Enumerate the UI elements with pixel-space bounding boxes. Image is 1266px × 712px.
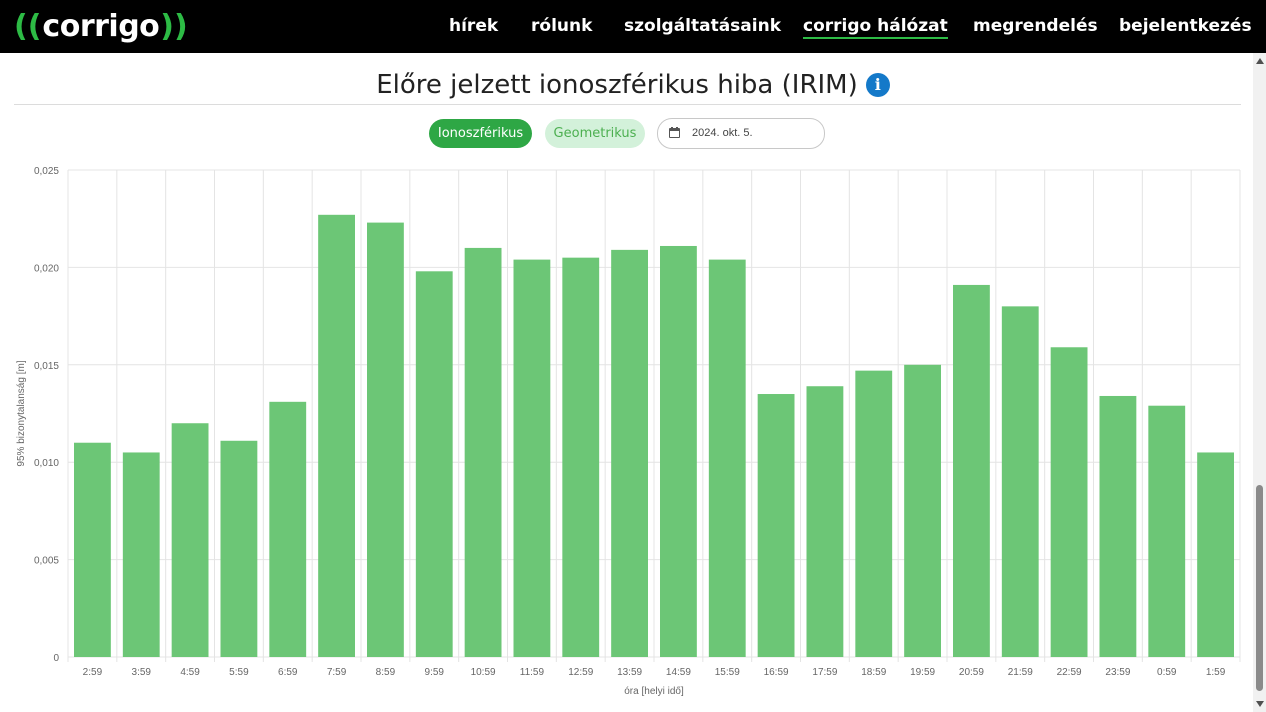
chart-bar <box>1148 405 1186 657</box>
x-tick-label: 1:59 <box>1206 667 1226 678</box>
x-tick-label: 23:59 <box>1105 667 1130 678</box>
chart-bar <box>904 364 941 657</box>
x-tick-label: 6:59 <box>278 667 298 678</box>
chart-bar <box>708 259 746 657</box>
chart-bar <box>611 249 648 658</box>
chart-bar <box>513 259 551 657</box>
chart-bar <box>855 370 893 657</box>
scroll-up-icon[interactable] <box>1256 58 1264 64</box>
chart-bar <box>464 247 502 658</box>
nav-item-services[interactable]: szolgáltatásaink <box>624 16 782 36</box>
y-tick-label: 0,015 <box>34 361 59 372</box>
chart-bar <box>562 257 600 657</box>
top-navbar: (( corrigo )) hírek rólunk szolgáltatása… <box>0 0 1266 53</box>
chart-bar <box>367 222 404 657</box>
page-title: Előre jelzett ionoszférikus hiba (IRIM) <box>376 70 858 100</box>
nav-item-login[interactable]: bejelentkezés <box>1119 16 1252 36</box>
nav-item-news[interactable]: hírek <box>449 16 499 36</box>
date-picker-input[interactable]: 2024. okt. 5. <box>657 118 825 149</box>
tab-geometric[interactable]: Geometrikus <box>545 119 645 148</box>
x-tick-label: 3:59 <box>132 667 152 678</box>
chart-bar <box>1099 395 1137 657</box>
x-tick-label: 13:59 <box>617 667 642 678</box>
chart-bar <box>806 386 844 657</box>
scroll-thumb[interactable] <box>1256 485 1263 691</box>
x-tick-label: 8:59 <box>376 667 396 678</box>
x-tick-label: 19:59 <box>910 667 935 678</box>
chart-bar <box>220 440 258 657</box>
x-tick-label: 10:59 <box>471 667 496 678</box>
irim-bar-chart: 0 0,005 0,010 0,015 0,020 0,025 2:59 3:59 4:59 5:… <box>16 166 1241 697</box>
logo-text: corrigo <box>42 9 160 44</box>
info-icon[interactable]: i <box>865 73 890 97</box>
page-title-row: Előre jelzett ionoszférikus hiba (IRIM) i <box>0 70 1266 100</box>
x-tick-label: 21:59 <box>1008 667 1033 678</box>
x-tick-label: 7:59 <box>327 667 347 678</box>
x-tick-label: 9:59 <box>425 667 445 678</box>
title-divider <box>14 104 1241 105</box>
chart-bar <box>1001 306 1039 657</box>
x-tick-label: 0:59 <box>1157 667 1177 678</box>
corrigo-logo[interactable]: (( corrigo )) <box>14 10 188 44</box>
chart-bar <box>171 423 209 657</box>
chart-bar <box>1197 452 1234 657</box>
x-tick-label: 15:59 <box>715 667 740 678</box>
y-tick-label: 0,020 <box>34 263 59 274</box>
chart-bar <box>74 442 111 657</box>
chart-bar <box>415 271 453 657</box>
scroll-down-icon[interactable] <box>1256 701 1264 707</box>
y-tick-label: 0,010 <box>34 458 59 469</box>
y-tick-label: 0 <box>53 653 59 664</box>
x-tick-label: 18:59 <box>861 667 886 678</box>
x-tick-label: 4:59 <box>180 667 200 678</box>
tab-ionospheric[interactable]: Ionoszférikus <box>429 119 532 148</box>
x-axis-title: óra [helyi idő] <box>624 686 684 697</box>
x-tick-label: 14:59 <box>666 667 691 678</box>
chart-bar <box>318 214 355 657</box>
x-tick-label: 12:59 <box>568 667 593 678</box>
chart-bar <box>757 394 795 657</box>
y-tick-label: 0,005 <box>34 556 59 567</box>
y-axis-title: 95% bizonytalanság [m] <box>16 360 27 466</box>
chart-bar <box>660 245 697 658</box>
calendar-icon <box>669 127 680 138</box>
chart-bar <box>953 284 990 657</box>
x-tick-label: 17:59 <box>812 667 837 678</box>
y-tick-label: 0,025 <box>34 166 59 177</box>
nav-item-order[interactable]: megrendelés <box>973 16 1098 36</box>
chart-bar <box>269 401 307 657</box>
chart-bar <box>122 452 160 657</box>
page-scrollbar[interactable] <box>1253 53 1266 712</box>
signal-right-icon: )) <box>160 9 188 44</box>
x-tick-label: 20:59 <box>959 667 984 678</box>
x-tick-label: 22:59 <box>1057 667 1082 678</box>
x-tick-label: 16:59 <box>764 667 789 678</box>
x-tick-label: 11:59 <box>520 667 545 678</box>
x-tick-label: 5:59 <box>229 667 249 678</box>
x-tick-label: 2:59 <box>83 667 103 678</box>
chart-bar <box>1050 347 1088 657</box>
nav-item-about[interactable]: rólunk <box>531 16 593 36</box>
date-value: 2024. okt. 5. <box>692 127 753 139</box>
nav-item-corrigo-network[interactable]: corrigo hálózat <box>803 16 948 39</box>
signal-left-icon: (( <box>14 9 42 44</box>
